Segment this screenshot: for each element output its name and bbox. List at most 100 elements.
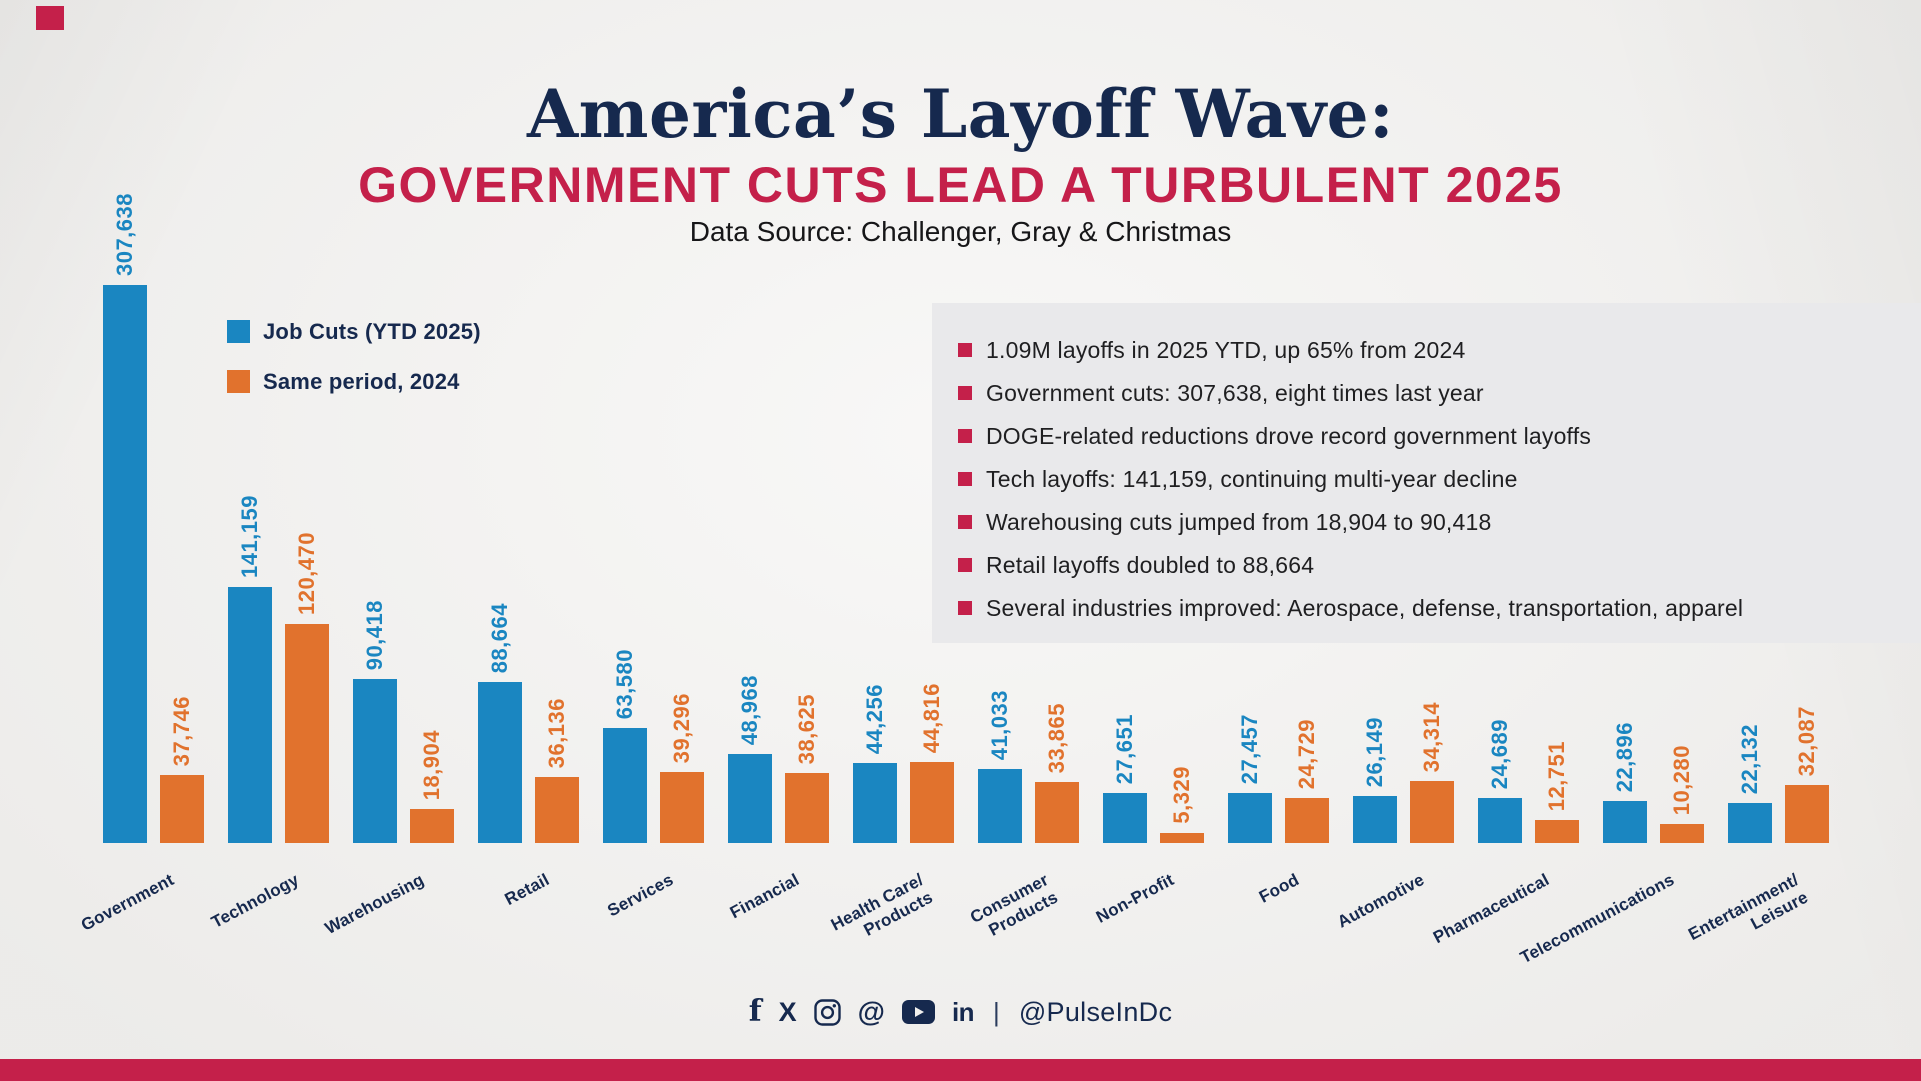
bar-value-label: 38,625 <box>794 693 819 764</box>
highlight-text: Warehousing cuts jumped from 18,904 to 9… <box>986 509 1492 535</box>
highlight-item: Retail layoffs doubled to 88,664 <box>958 544 1921 587</box>
data-source-note: Data Source: Challenger, Gray & Christma… <box>689 216 1232 247</box>
social-handle: @PulseInDc <box>1018 996 1173 1027</box>
bar-value-label: 37,746 <box>169 695 194 766</box>
bullet-square-icon <box>958 385 972 400</box>
legend-item: Same period, 2024 <box>227 368 481 394</box>
footer-social-bar: f X @ in | @PulseInDc <box>0 994 1921 1030</box>
bar-automotive-2024 <box>1410 781 1454 843</box>
bar-value-label: 22,896 <box>1612 721 1637 792</box>
bar-value-label: 39,296 <box>669 692 694 763</box>
page-subtitle: GOVERNMENT CUTS LEAD A TURBULENT 2025 <box>358 157 1563 213</box>
bar-value-label: 141,159 <box>237 494 262 578</box>
bar-value-label: 63,580 <box>612 648 637 719</box>
bar-government-2024 <box>160 775 204 843</box>
highlight-item: DOGE-related reductions drove record gov… <box>958 415 1921 458</box>
bar-value-label: 44,256 <box>862 683 887 754</box>
bar-value-label: 34,314 <box>1419 701 1444 772</box>
highlight-item: 1.09M layoffs in 2025 YTD, up 65% from 2… <box>958 329 1921 372</box>
chart-legend: Job Cuts (YTD 2025) Same period, 2024 <box>227 318 481 420</box>
bar-health-care-products-2024 <box>910 762 954 843</box>
bar-value-label: 24,689 <box>1487 718 1512 789</box>
linkedin-icon: in <box>951 997 975 1027</box>
bar-value-label: 5,329 <box>1169 766 1194 824</box>
x-icon: X <box>778 996 797 1027</box>
bottom-accent-band <box>0 1059 1921 1081</box>
axis-label-government: Government <box>77 870 177 935</box>
highlight-item: Government cuts: 307,638, eight times la… <box>958 372 1921 415</box>
highlight-text: 1.09M layoffs in 2025 YTD, up 65% from 2… <box>986 337 1466 363</box>
instagram-icon <box>813 998 841 1026</box>
youtube-icon <box>901 1000 935 1024</box>
bar-entertainment-leisure-2025 <box>1728 803 1772 843</box>
bullet-square-icon <box>958 471 972 486</box>
axis-label-technology: Technology <box>208 870 302 932</box>
axis-label-warehousing: Warehousing <box>321 870 427 939</box>
bar-pharmaceutical-2024 <box>1535 820 1579 843</box>
bar-value-label: 24,729 <box>1294 718 1319 789</box>
bar-telecommunications-2024 <box>1660 824 1704 843</box>
bar-value-label: 44,816 <box>919 682 944 753</box>
axis-label-consumer-products: Consumer Products <box>967 870 1062 940</box>
bar-value-label: 27,651 <box>1112 713 1137 784</box>
page-title: America’s Layoff Wave: <box>526 75 1395 153</box>
highlight-text: Government cuts: 307,638, eight times la… <box>986 380 1484 406</box>
corner-accent-mark <box>36 6 64 30</box>
bar-telecommunications-2025 <box>1603 801 1647 843</box>
highlight-item: Tech layoffs: 141,159, continuing multi-… <box>958 458 1921 501</box>
bar-retail-2025 <box>478 682 522 843</box>
bar-technology-2024 <box>285 624 329 843</box>
bar-value-label: 18,904 <box>419 729 444 800</box>
bar-entertainment-leisure-2024 <box>1785 785 1829 843</box>
axis-label-health-care-products: Health Care/ Products <box>828 870 937 940</box>
axis-label-food: Food <box>1255 870 1302 907</box>
bar-value-label: 90,418 <box>362 599 387 670</box>
highlight-text: Several industries improved: Aerospace, … <box>986 595 1744 621</box>
bar-value-label: 32,087 <box>1794 705 1819 776</box>
highlight-text: DOGE-related reductions drove record gov… <box>986 423 1592 449</box>
bar-non-profit-2025 <box>1103 793 1147 843</box>
axis-label-pharmaceutical: Pharmaceutical <box>1429 870 1552 948</box>
legend-swatch-blue <box>227 320 250 343</box>
axis-label-financial: Financial <box>726 870 802 923</box>
bar-value-label: 22,132 <box>1737 723 1762 794</box>
bar-consumer-products-2025 <box>978 769 1022 843</box>
bar-value-label: 48,968 <box>737 674 762 745</box>
threads-icon: @ <box>857 996 885 1027</box>
axis-label-non-profit: Non-Profit <box>1092 870 1177 927</box>
bar-value-label: 10,280 <box>1669 744 1694 815</box>
bar-food-2024 <box>1285 798 1329 843</box>
bar-technology-2025 <box>228 587 272 843</box>
axis-label-retail: Retail <box>501 870 552 910</box>
bar-financial-2024 <box>785 773 829 843</box>
bullet-square-icon <box>958 600 972 615</box>
bar-warehousing-2024 <box>410 809 454 843</box>
bar-consumer-products-2024 <box>1035 782 1079 843</box>
bar-value-label: 41,033 <box>987 689 1012 760</box>
bullet-square-icon <box>958 514 972 529</box>
axis-label-entertainment-leisure: Entertainment/ Leisure <box>1685 870 1812 944</box>
highlights-panel: 1.09M layoffs in 2025 YTD, up 65% from 2… <box>932 303 1921 643</box>
bar-warehousing-2025 <box>353 679 397 843</box>
axis-label-automotive: Automotive <box>1333 870 1427 932</box>
bullet-square-icon <box>958 428 972 443</box>
bar-value-label: 36,136 <box>544 697 569 768</box>
bullet-square-icon <box>958 557 972 572</box>
bar-food-2025 <box>1228 793 1272 843</box>
legend-label: Job Cuts (YTD 2025) <box>263 318 481 344</box>
legend-swatch-orange <box>227 370 250 393</box>
legend-label: Same period, 2024 <box>263 368 460 394</box>
footer-divider: | <box>993 996 1000 1027</box>
bullet-square-icon <box>958 342 972 357</box>
axis-label-services: Services <box>604 870 677 921</box>
bar-services-2025 <box>603 728 647 843</box>
bar-value-label: 27,457 <box>1237 713 1262 784</box>
bar-pharmaceutical-2025 <box>1478 798 1522 843</box>
bar-government-2025 <box>103 285 147 843</box>
bar-value-label: 120,470 <box>294 531 319 615</box>
bar-financial-2025 <box>728 754 772 843</box>
bar-value-label: 26,149 <box>1362 716 1387 787</box>
bar-services-2024 <box>660 772 704 843</box>
